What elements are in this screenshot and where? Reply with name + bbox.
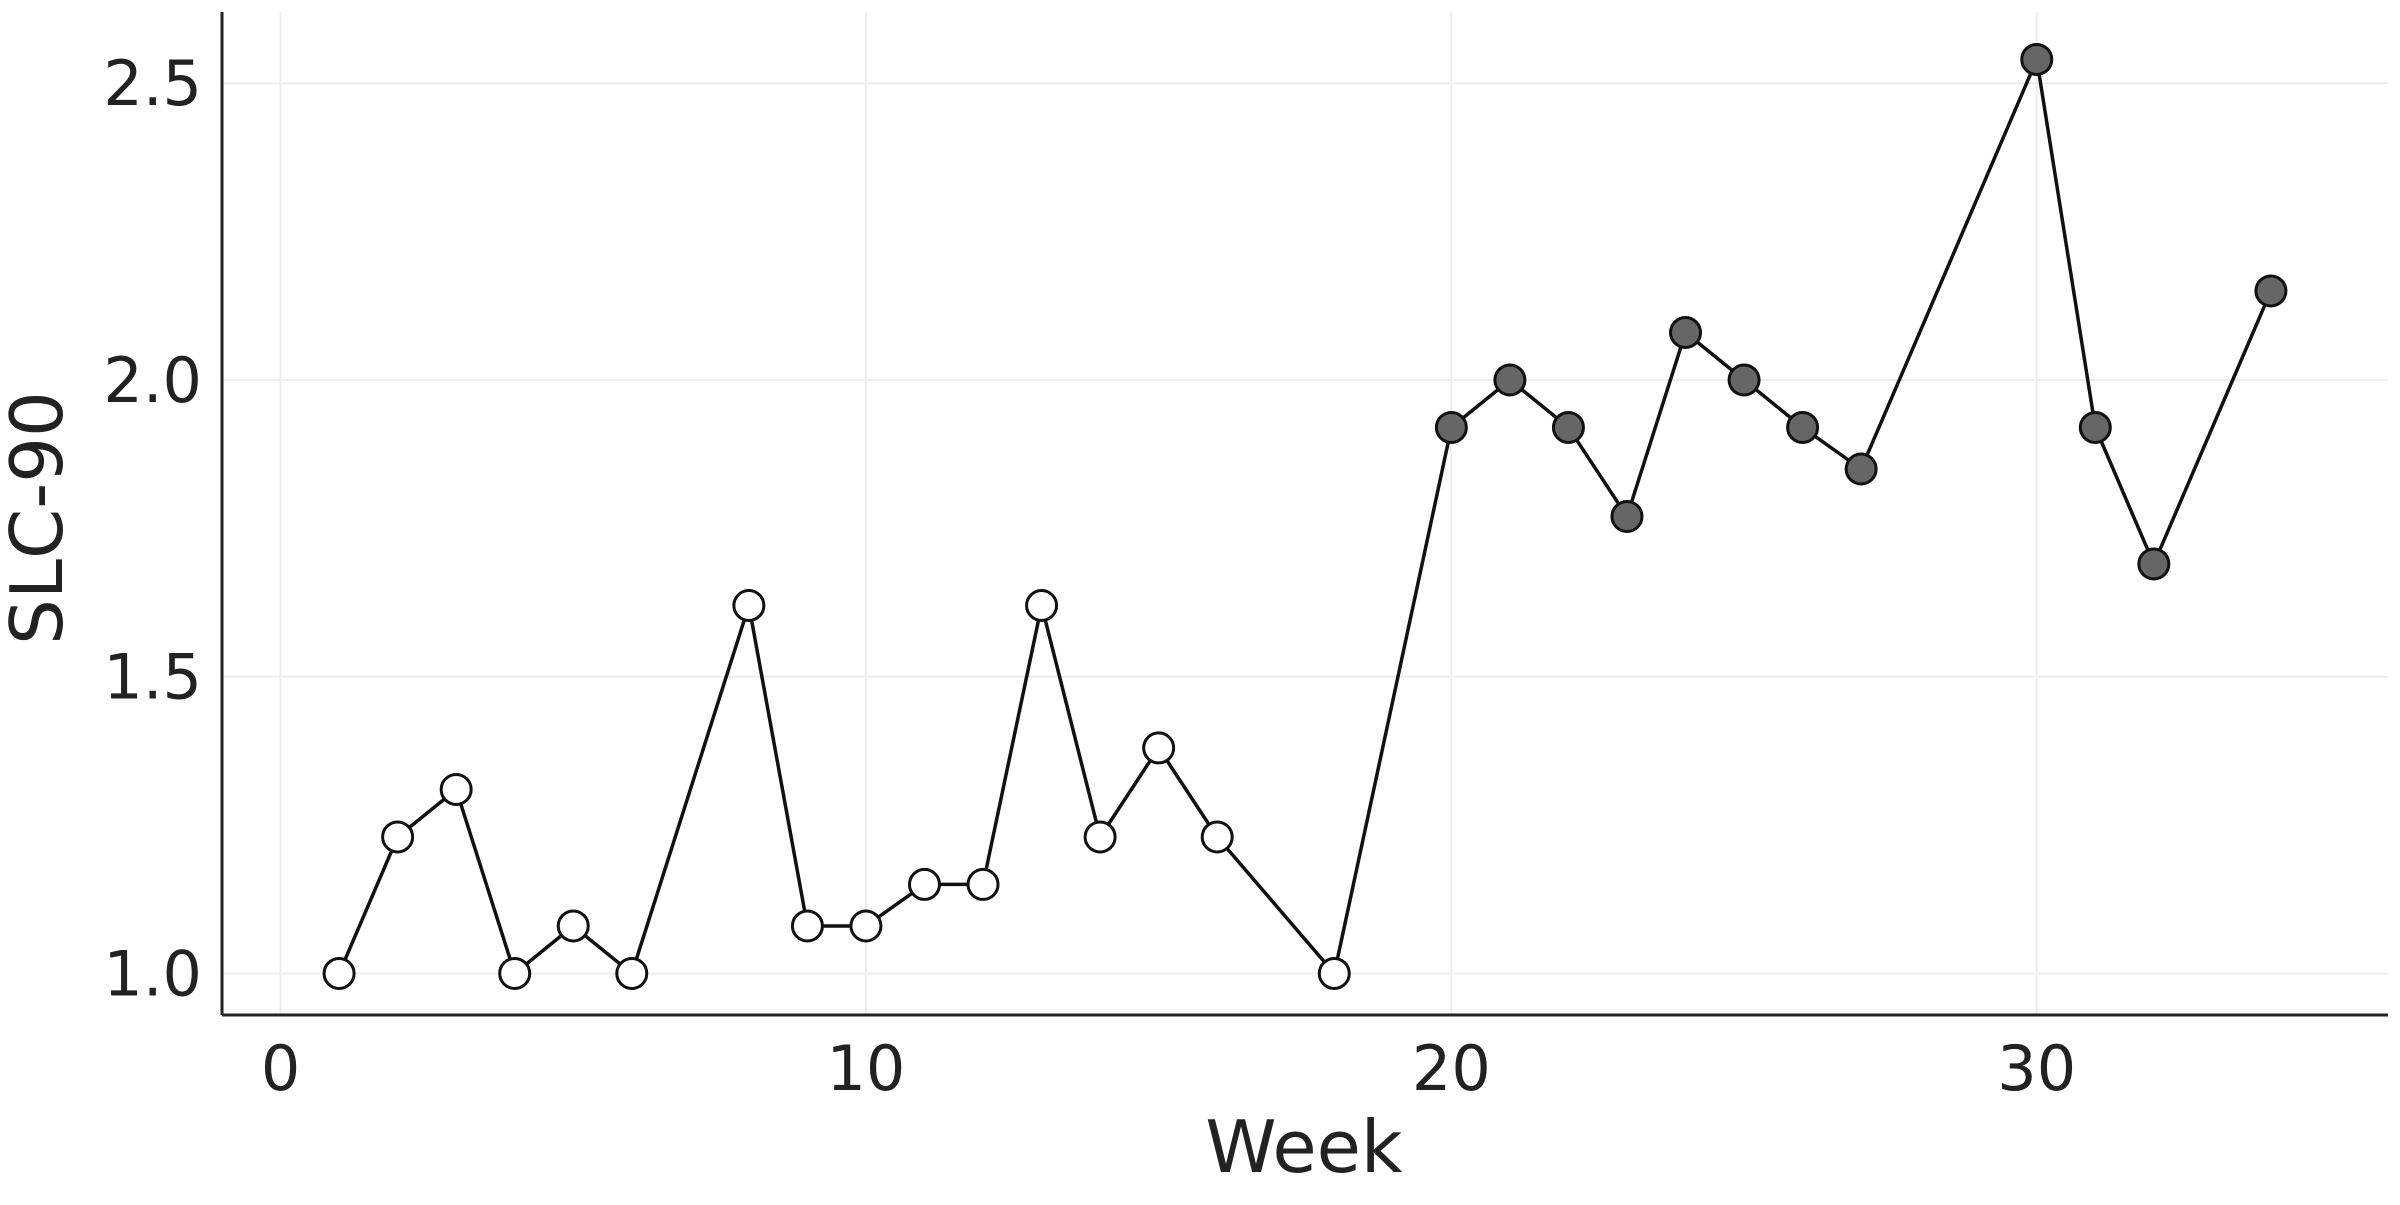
y-tick-label-2: 2.0 <box>103 344 202 417</box>
y-axis-title: SLC-90 <box>0 391 79 645</box>
data-point-week-27 <box>1844 452 1878 486</box>
data-point-week-25 <box>1727 363 1761 397</box>
data-point-week-23 <box>1610 499 1644 533</box>
data-point-week-12 <box>966 867 1000 901</box>
data-point-week-13 <box>1025 588 1059 622</box>
data-point-week-30 <box>2020 42 2054 76</box>
data-point-week-1 <box>322 956 356 990</box>
data-point-week-18 <box>1317 956 1351 990</box>
data-point-week-20 <box>1434 410 1468 444</box>
data-point-week-31 <box>2078 410 2112 444</box>
y-tick-label-1: 1.5 <box>103 641 202 714</box>
axes <box>220 12 2388 1017</box>
series-line <box>337 57 2273 976</box>
data-point-week-11 <box>907 867 941 901</box>
data-series <box>337 57 2273 976</box>
x-axis-title: Week <box>1205 1105 1403 1189</box>
data-point-week-24 <box>1669 315 1703 349</box>
data-point-week-6 <box>615 956 649 990</box>
y-tick-label-3: 2.5 <box>103 47 202 120</box>
data-point-week-34 <box>2254 274 2288 308</box>
data-point-week-16 <box>1200 820 1234 854</box>
data-point-week-14 <box>1083 820 1117 854</box>
x-tick-label-3: 30 <box>1997 1032 2076 1105</box>
data-point-week-9 <box>790 909 824 943</box>
grid-lines <box>222 12 2388 1015</box>
data-point-week-2 <box>381 820 415 854</box>
data-point-week-22 <box>1551 410 1585 444</box>
y-tick-label-0: 1.0 <box>103 937 202 1010</box>
data-point-week-21 <box>1493 363 1527 397</box>
x-tick-label-1: 10 <box>826 1032 905 1105</box>
x-tick-label-0: 0 <box>261 1032 300 1105</box>
data-point-week-5 <box>556 909 590 943</box>
data-point-week-15 <box>1142 731 1176 765</box>
data-point-week-26 <box>1786 410 1820 444</box>
data-point-week-4 <box>498 956 532 990</box>
y-tick-labels: 1.0 1.5 2.0 2.5 <box>103 47 202 1010</box>
x-tick-label-2: 20 <box>1412 1032 1491 1105</box>
data-point-week-10 <box>849 909 883 943</box>
x-tick-labels: 0 10 20 30 <box>261 1032 2076 1105</box>
data-point-week-3 <box>439 772 473 806</box>
data-markers <box>322 42 2288 990</box>
data-point-week-32 <box>2137 547 2171 581</box>
data-point-week-8 <box>732 588 766 622</box>
